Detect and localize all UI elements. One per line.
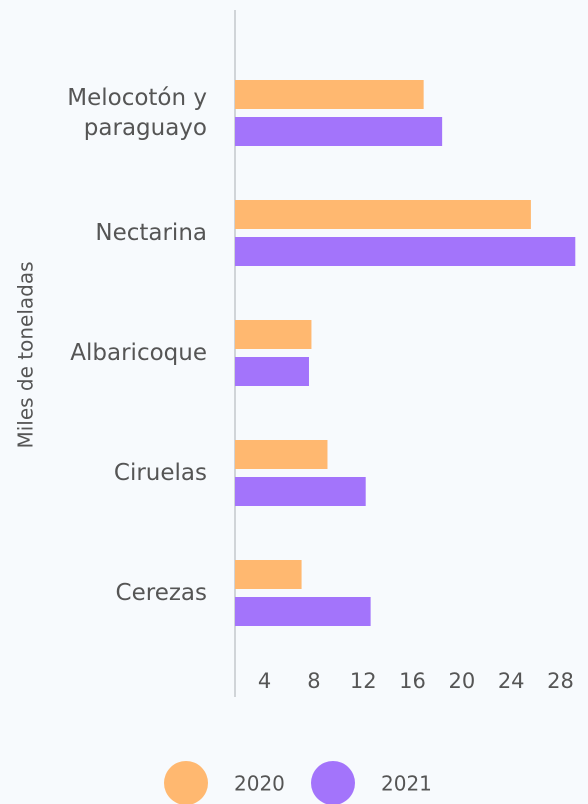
category-label: Nectarina [95, 220, 207, 246]
bar [235, 597, 371, 626]
x-tick-label: 24 [498, 669, 525, 693]
x-tick-label: 8 [307, 669, 320, 693]
category-label: Cerezas [115, 580, 207, 606]
x-tick-label: 16 [399, 669, 426, 693]
legend-swatch [164, 761, 208, 804]
bar [235, 200, 531, 229]
category-label: Melocotón y paraguayo [67, 85, 207, 141]
x-tick-label: 12 [350, 669, 377, 693]
bar [235, 440, 328, 469]
category-label: Albaricoque [70, 340, 207, 366]
bar [235, 117, 443, 146]
bar [235, 477, 366, 506]
legend-label: 2020 [234, 772, 285, 796]
legend-label: 2021 [381, 772, 432, 796]
x-tick-label: 4 [258, 669, 271, 693]
bar [235, 320, 312, 349]
x-tick-label: 20 [449, 669, 476, 693]
bar [235, 357, 309, 386]
legend-swatch [311, 761, 355, 804]
bar [235, 80, 424, 109]
bar [235, 560, 302, 589]
x-tick-label: 28 [547, 669, 574, 693]
bar [235, 237, 576, 266]
category-label: Ciruelas [113, 460, 207, 486]
y-axis-label: Miles de toneladas [14, 261, 38, 448]
